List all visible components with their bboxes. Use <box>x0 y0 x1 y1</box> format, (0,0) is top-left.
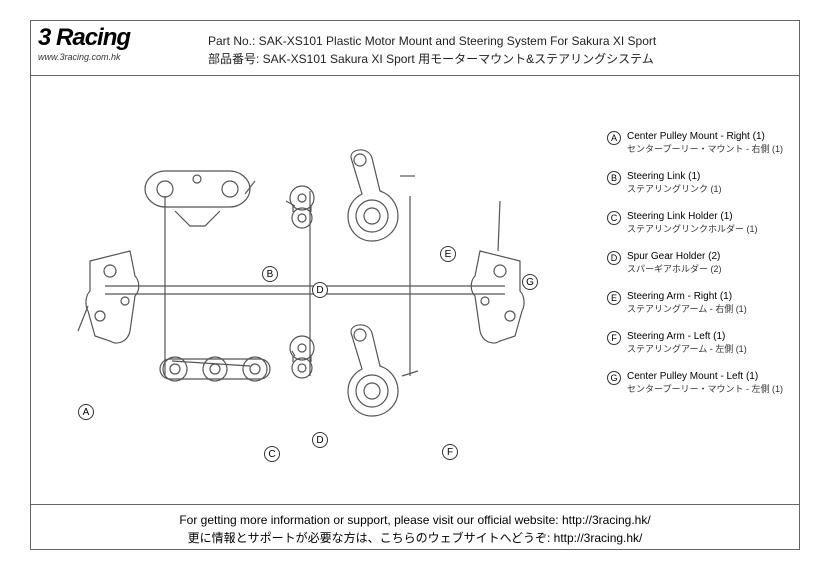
callout-circle-icon: G <box>522 274 538 290</box>
legend-item-g: G Center Pulley Mount - Left (1)センタープーリー・… <box>607 370 817 396</box>
callout-a: A <box>78 404 94 420</box>
legend-item-f: F Steering Arm - Left (1)ステアリングアーム - 左側 (… <box>607 330 817 356</box>
legend-text: Center Pulley Mount - Right (1)センタープーリー・… <box>627 130 783 156</box>
callout-circle-icon: D <box>312 432 328 448</box>
callout-g: G <box>522 274 538 290</box>
callout-c: C <box>264 446 280 462</box>
logo-text: 3 Racing <box>38 24 198 52</box>
legend-key-icon: C <box>607 211 621 225</box>
brand-logo: 3 Racing www.3racing.com.hk <box>38 24 198 72</box>
legend-text: Steering Arm - Left (1)ステアリングアーム - 左側 (1… <box>627 330 747 356</box>
footer: For getting more information or support,… <box>30 504 800 550</box>
legend-item-d: D Spur Gear Holder (2)スパーギアホルダー (2) <box>607 250 817 276</box>
legend-key-icon: A <box>607 131 621 145</box>
callout-circle-icon: D <box>312 282 328 298</box>
callout-circle-icon: C <box>264 446 280 462</box>
legend-text: Steering Link Holder (1)ステアリングリンクホルダー (1… <box>627 210 758 236</box>
logo-url: www.3racing.com.hk <box>38 52 198 62</box>
callout-d: D <box>312 282 328 298</box>
legend-key-icon: B <box>607 171 621 185</box>
legend-text: Center Pulley Mount - Left (1)センタープーリー・マ… <box>627 370 783 396</box>
legend-text: Spur Gear Holder (2)スパーギアホルダー (2) <box>627 250 722 276</box>
legend-key-icon: E <box>607 291 621 305</box>
footer-jp: 更に情報とサポートが必要な方は、こちらのウェブサイトへどうぞ: http://3… <box>30 529 800 547</box>
part-number-jp: 部品番号: SAK-XS101 Sakura XI Sport 用モーターマウン… <box>208 50 656 68</box>
callout-circle-icon: A <box>78 404 94 420</box>
callout-circle-icon: E <box>440 246 456 262</box>
legend-item-c: C Steering Link Holder (1)ステアリングリンクホルダー (… <box>607 210 817 236</box>
callout-e: E <box>440 246 456 262</box>
callout-circle-icon: B <box>262 266 278 282</box>
header: 3 Racing www.3racing.com.hk Part No.: SA… <box>30 20 800 76</box>
legend-item-a: A Center Pulley Mount - Right (1)センタープーリー… <box>607 130 817 156</box>
parts-diagram <box>30 76 570 486</box>
legend-text: Steering Arm - Right (1)ステアリングアーム - 右側 (… <box>627 290 747 316</box>
footer-en: For getting more information or support,… <box>30 511 800 529</box>
part-number-en: Part No.: SAK-XS101 Plastic Motor Mount … <box>208 32 656 50</box>
legend-item-b: B Steering Link (1)ステアリングリンク (1) <box>607 170 817 196</box>
parts-legend: A Center Pulley Mount - Right (1)センタープーリー… <box>607 130 817 410</box>
legend-key-icon: D <box>607 251 621 265</box>
callout-circle-icon: F <box>442 444 458 460</box>
callout-f: F <box>442 444 458 460</box>
legend-key-icon: F <box>607 331 621 345</box>
legend-key-icon: G <box>607 371 621 385</box>
callout-d: D <box>312 432 328 448</box>
title-area: Part No.: SAK-XS101 Plastic Motor Mount … <box>208 32 656 68</box>
legend-item-e: E Steering Arm - Right (1)ステアリングアーム - 右側 … <box>607 290 817 316</box>
legend-text: Steering Link (1)ステアリングリンク (1) <box>627 170 722 196</box>
callout-b: B <box>262 266 278 282</box>
